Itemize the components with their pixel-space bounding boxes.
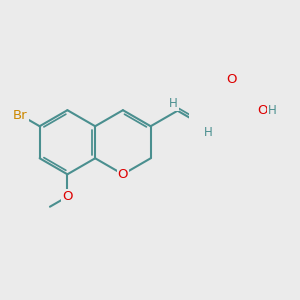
Text: H: H bbox=[268, 104, 277, 117]
Text: O: O bbox=[258, 104, 268, 117]
Text: Br: Br bbox=[13, 109, 28, 122]
Text: O: O bbox=[226, 74, 236, 86]
Text: H: H bbox=[204, 126, 213, 140]
Text: H: H bbox=[169, 98, 178, 110]
Text: O: O bbox=[62, 190, 73, 203]
Text: O: O bbox=[118, 168, 128, 181]
